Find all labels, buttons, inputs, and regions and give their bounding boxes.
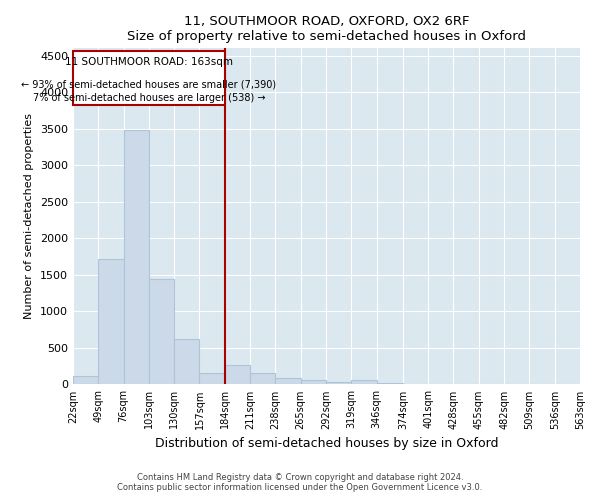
Bar	[225, 365, 250, 384]
Text: ← 93% of semi-detached houses are smaller (7,390): ← 93% of semi-detached houses are smalle…	[21, 79, 277, 89]
Text: 11 SOUTHMOOR ROAD: 163sqm: 11 SOUTHMOOR ROAD: 163sqm	[65, 57, 233, 67]
Bar	[326, 382, 352, 384]
Bar	[301, 380, 326, 384]
Bar	[250, 374, 275, 384]
X-axis label: Distribution of semi-detached houses by size in Oxford: Distribution of semi-detached houses by …	[155, 437, 498, 450]
Bar	[352, 380, 377, 384]
Bar	[124, 130, 149, 384]
Bar	[199, 373, 225, 384]
Y-axis label: Number of semi-detached properties: Number of semi-detached properties	[25, 114, 34, 320]
Text: 7% of semi-detached houses are larger (538) →: 7% of semi-detached houses are larger (5…	[32, 92, 265, 102]
Bar	[149, 279, 174, 384]
Title: 11, SOUTHMOOR ROAD, OXFORD, OX2 6RF
Size of property relative to semi-detached h: 11, SOUTHMOOR ROAD, OXFORD, OX2 6RF Size…	[127, 15, 526, 43]
Bar	[73, 52, 225, 104]
Bar	[377, 382, 403, 384]
Text: Contains HM Land Registry data © Crown copyright and database right 2024.
Contai: Contains HM Land Registry data © Crown c…	[118, 473, 482, 492]
Bar	[174, 339, 199, 384]
Bar	[98, 259, 124, 384]
Bar	[275, 378, 301, 384]
Bar	[73, 376, 98, 384]
